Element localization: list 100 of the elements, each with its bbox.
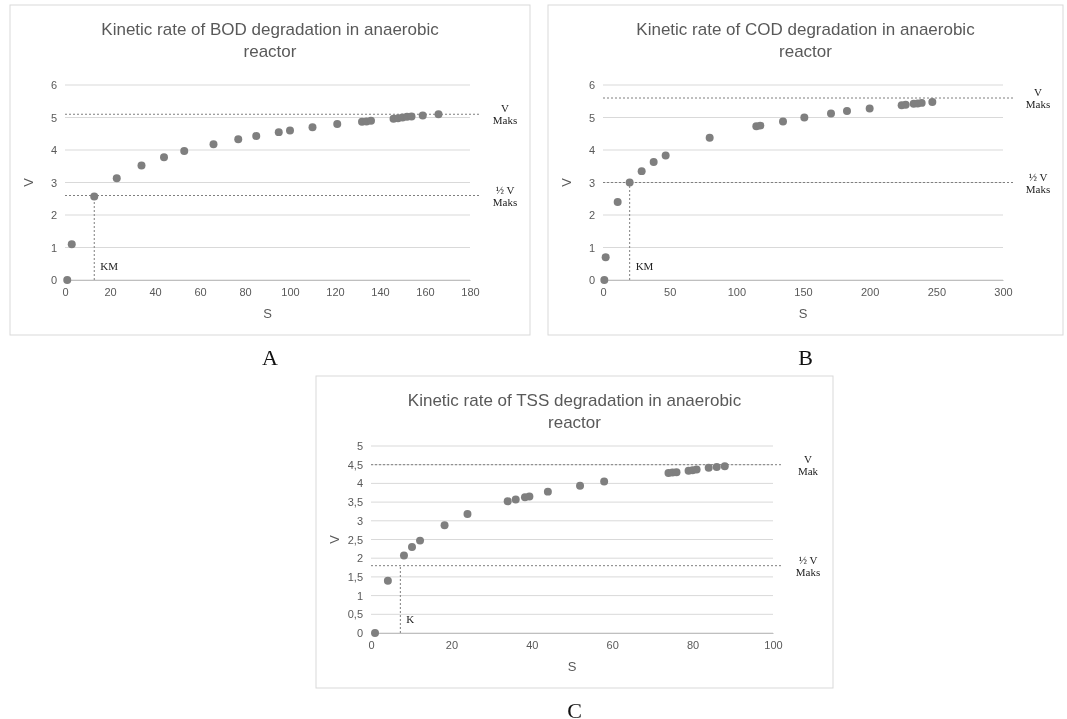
y-tick-label: 4 [50, 144, 57, 157]
ref-line-label: V Maks [492, 102, 518, 127]
point [600, 477, 609, 486]
x-tick-label: 100 [281, 285, 300, 298]
x-tick-label: 200 [860, 285, 880, 298]
x-tick-label: 150 [794, 285, 813, 298]
y-tick-label: 2,5 [347, 533, 363, 546]
point [705, 133, 714, 142]
point [613, 198, 622, 206]
point [928, 97, 937, 106]
point [692, 465, 701, 474]
y-tick-label: 3 [50, 176, 57, 189]
x-tick-label: 120 [326, 285, 345, 298]
point [180, 146, 189, 155]
point [416, 536, 425, 545]
point [661, 151, 670, 160]
x-tick-label: 0 [600, 285, 607, 298]
point [720, 462, 729, 471]
point [367, 116, 375, 125]
text: A [262, 345, 279, 370]
y-tick-label: 1 [588, 241, 595, 254]
point [418, 111, 427, 120]
point [865, 104, 874, 113]
point [63, 276, 72, 284]
y-axis-title: V [559, 177, 574, 187]
point [137, 161, 146, 170]
x-axis-title: S [263, 306, 273, 321]
point [756, 121, 765, 130]
point [800, 113, 809, 122]
point [704, 463, 713, 472]
point [371, 629, 380, 637]
point [779, 117, 787, 126]
point [576, 481, 585, 490]
y-tick-label: 3,5 [347, 496, 363, 509]
ref-line-label: KM [635, 260, 654, 272]
point [503, 497, 512, 506]
y-tick-label: 6 [588, 79, 595, 92]
y-axis-title: V [327, 534, 342, 544]
y-tick-label: 4 [356, 477, 363, 490]
point [67, 240, 76, 249]
y-tick-label: 4 [588, 144, 595, 157]
y-tick-label: 1,5 [347, 570, 363, 583]
x-tick-label: 100 [764, 638, 783, 651]
ref-line-label: V Mak [797, 452, 819, 477]
x-axis-title: S [798, 306, 808, 321]
point [901, 100, 910, 109]
y-tick-label: 5 [588, 111, 595, 124]
point [511, 495, 520, 504]
chart-title: Kinetic rate of TSS degradation in anaerobic reactor [407, 391, 742, 433]
point [843, 107, 851, 115]
point [112, 174, 121, 183]
x-tick-label: 80 [686, 638, 700, 651]
point [308, 123, 317, 132]
y-tick-label: 1 [50, 241, 57, 254]
text: C [567, 698, 582, 719]
x-tick-label: 250 [927, 285, 947, 298]
x-tick-label: 300 [994, 285, 1013, 298]
point [399, 551, 408, 560]
y-tick-label: 3 [356, 514, 363, 527]
x-tick-label: 80 [239, 285, 252, 298]
point [649, 158, 658, 167]
y-tick-label: 4,5 [347, 458, 363, 471]
point [712, 462, 721, 471]
y-tick-label: 2 [356, 552, 363, 565]
x-tick-label: 160 [416, 285, 435, 298]
ref-line-label: V Maks [1025, 86, 1051, 110]
y-tick-label: 2 [588, 209, 595, 222]
point [827, 109, 835, 118]
x-tick-label: 0 [62, 285, 69, 298]
point [408, 543, 416, 551]
point [286, 126, 294, 135]
ref-line-label: ½ V Maks [492, 183, 518, 208]
ref-line-label: ½ V Maks [795, 553, 821, 578]
point [209, 140, 218, 149]
ref-line-label: K [406, 613, 415, 625]
point [525, 492, 534, 501]
x-tick-label: 140 [371, 285, 390, 298]
x-tick-label: 20 [445, 638, 459, 651]
y-tick-label: 5 [356, 440, 363, 453]
y-tick-label: 0,5 [347, 608, 363, 621]
y-tick-label: 0 [50, 274, 57, 287]
point [234, 135, 243, 144]
chart-title: Kinetic rate of COD degradation in anaerobic reactor [636, 20, 976, 62]
y-tick-label: 3 [588, 176, 595, 189]
point [601, 253, 610, 262]
point [383, 576, 392, 585]
x-tick-label: 60 [194, 285, 207, 298]
x-tick-label: 0 [368, 638, 375, 651]
x-tick-label: 20 [104, 285, 117, 298]
x-tick-label: 50 [664, 285, 677, 298]
y-axis-title: V [21, 177, 36, 187]
point [90, 192, 99, 201]
point [274, 128, 283, 137]
x-tick-label: 100 [727, 285, 747, 298]
y-tick-label: 1 [356, 589, 363, 602]
point [440, 521, 449, 530]
ref-line-label: KM [100, 260, 119, 272]
point [637, 167, 646, 176]
point [252, 132, 261, 141]
y-tick-label: 0 [356, 627, 363, 640]
